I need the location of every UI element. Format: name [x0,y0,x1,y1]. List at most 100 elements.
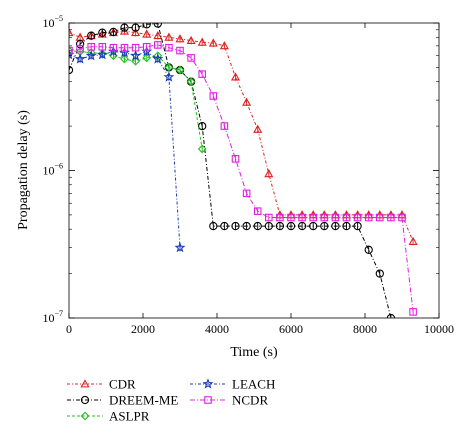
data-point-dreem-me [153,23,162,28]
data-point-dreem-me [375,269,384,278]
data-point-ncdr [265,213,273,222]
x-tick-label: 0 [66,322,72,336]
data-point-ncdr [165,43,173,52]
data-point-aslpr [131,56,140,66]
data-point-ncdr [376,213,384,222]
data-point-ncdr [176,46,184,55]
legend-label: NCDR [232,393,268,408]
legend-item-ncdr: NCDR [190,393,268,408]
axis-layer: 0 2000 4000 6000 8000 10000 10−7 10−6 10−5 [42,14,454,336]
data-point-dreem-me [198,121,207,131]
legend-item-cdr: CDR [67,377,136,392]
legend-label: ASLPR [109,409,150,424]
data-point-leach [130,49,142,61]
data-point-cdr [197,37,207,46]
data-point-ncdr [342,213,351,222]
data-point-aslpr [164,63,174,72]
data-point-aslpr [69,46,74,55]
series-line-dreem-me [69,23,392,318]
y-axis-title: Propagation delay (s) [16,110,31,230]
data-point-cdr [69,27,74,37]
data-point-dreem-me [309,221,318,231]
data-point-aslpr [197,144,207,154]
data-point-ncdr [287,213,295,222]
legend-marker-cdr [80,379,90,388]
y-tick-label: 10−6 [42,162,63,178]
data-point-cdr [186,35,196,45]
data-point-ncdr [154,41,162,49]
series-ncdr [69,41,417,316]
data-point-ncdr [87,42,95,51]
data-point-ncdr [242,189,251,198]
legend-marker-aslpr [80,411,90,421]
data-point-cdr [97,29,107,38]
data-point-aslpr [186,77,196,87]
data-point-dreem-me [286,221,296,231]
data-point-dreem-me [342,221,351,231]
data-point-ncdr [131,43,140,52]
data-point-ncdr [353,213,362,222]
data-point-aslpr [142,53,152,63]
series-leach [69,45,186,253]
data-point-leach [85,49,97,61]
x-tick-label: 8000 [353,322,377,336]
x-tick-label: 6000 [279,322,303,336]
data-point-cdr [131,27,141,37]
data-point-dreem-me [331,221,340,231]
data-point-cdr [264,169,274,178]
data-point-dreem-me [131,23,140,32]
data-point-ncdr [253,207,262,215]
data-point-cdr [408,236,418,245]
data-point-ncdr [298,213,306,222]
data-point-ncdr [320,213,329,222]
legend-marker-leach [202,378,214,389]
data-point-dreem-me [231,221,240,231]
legend-marker-dreem-me [80,395,90,405]
data-point-dreem-me [98,28,107,37]
legend-label: LEACH [232,377,275,392]
data-point-dreem-me [109,27,118,37]
series-cdr [69,26,418,246]
data-point-ncdr [120,43,129,52]
data-point-dreem-me [275,221,285,231]
data-point-aslpr [120,54,129,64]
data-point-ncdr [187,54,195,62]
series-aslpr [69,46,207,154]
data-point-dreem-me [242,221,251,231]
data-point-ncdr [209,92,218,100]
x-tick-label: 2000 [131,322,155,336]
y-tick-label: 10−7 [42,309,63,325]
data-point-dreem-me [320,221,329,231]
x-tick-label: 10000 [424,322,454,336]
data-point-ncdr [109,43,118,52]
data-point-ncdr [331,213,340,222]
data-point-cdr [242,97,252,106]
data-point-cdr [219,41,229,50]
data-point-ncdr [276,213,284,222]
data-point-ncdr [231,155,240,163]
data-point-ncdr [76,44,84,53]
series-layer [69,23,418,318]
data-point-cdr [142,29,152,38]
data-point-cdr [153,30,163,40]
x-tick-label: 4000 [205,322,229,336]
data-point-dreem-me [364,245,373,254]
data-point-leach [163,71,175,82]
legend-label: CDR [109,377,136,392]
series-line-ncdr [69,44,414,312]
x-axis-title: Time (s) [230,345,278,360]
data-point-dreem-me [87,31,96,40]
series-line-cdr [69,30,414,242]
data-point-dreem-me [220,221,229,231]
data-point-ncdr [398,213,406,222]
data-point-ncdr [364,213,373,222]
data-point-ncdr [409,308,417,316]
legend-marker-ncdr [204,396,212,404]
data-point-dreem-me [297,221,307,231]
data-point-ncdr [142,42,151,51]
data-point-leach [174,241,186,253]
data-point-ncdr [98,42,107,51]
series-dreem-me [69,23,396,318]
